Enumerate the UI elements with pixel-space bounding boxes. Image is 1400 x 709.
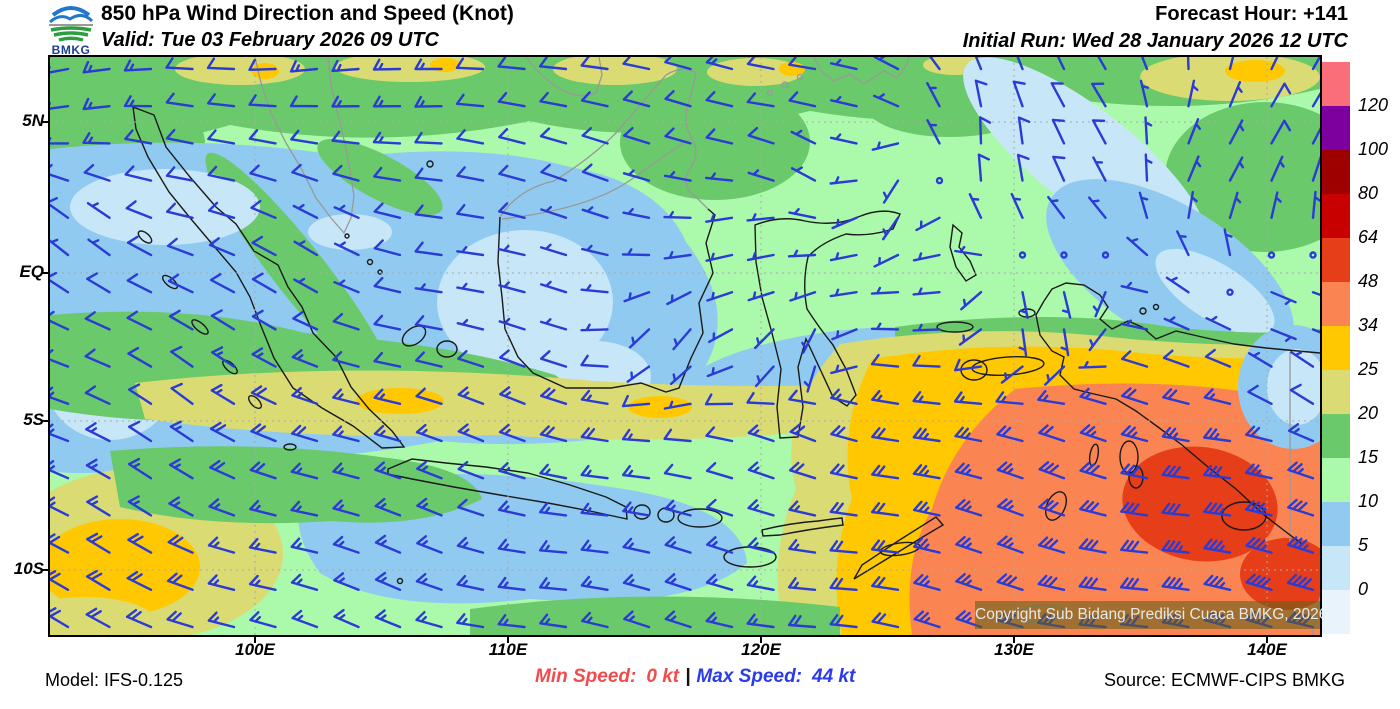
initial-run: Initial Run: Wed 28 January 2026 12 UTC [962,30,1348,52]
colorbar-segment [1322,106,1350,150]
min-max-separator: | [685,666,691,687]
colorbar-segment [1322,546,1350,590]
colorbar-segment [1322,238,1350,282]
lon-tick-label: 130E [994,640,1034,659]
colorbar-label: 15 [1358,447,1379,467]
source-label: Source: ECMWF-CIPS BMKG [1103,670,1345,690]
colorbar-segment [1322,458,1350,502]
min-speed-label: Min Speed: [535,666,637,687]
colorbar-label: 5 [1358,535,1369,555]
valid-time: Valid: Tue 03 February 2026 09 UTC [101,29,439,51]
colorbar-label: 48 [1358,271,1379,291]
lon-tick-mark [1266,635,1268,643]
page-title: 850 hPa Wind Direction and Speed (Knot) [101,2,514,25]
lon-tick-mark [760,635,762,643]
lat-tick-label: 5S [23,410,44,429]
colorbar-segment [1322,370,1350,414]
colorbar-label: 120 [1358,95,1389,115]
lat-tick-label: 5N [22,111,44,130]
lon-tick-label: 140E [1247,640,1287,659]
bmkg-logo-icon [48,6,94,42]
colorbar-segment [1322,502,1350,546]
lon-tick-label: 100E [235,640,275,659]
lon-tick-mark [1013,635,1015,643]
forecast-hour: Forecast Hour: +141 [1155,3,1348,25]
lat-tick-mark [42,569,50,571]
colorbar-label: 34 [1358,315,1379,335]
colorbar-label: 80 [1358,183,1379,203]
bmkg-logo-text: BMKG [51,43,91,57]
colorbar-segment [1322,326,1350,370]
colorbar-segment [1322,282,1350,326]
lat-tick-mark [42,272,50,274]
lon-tick-label: 110E [488,640,528,659]
colorbar-segment [1322,150,1350,194]
colorbar [1322,62,1350,634]
lat-tick-label: 10S [13,559,44,578]
lat-tick-mark [42,420,50,422]
copyright-overlay: Copyright Sub Bidang Prediksi Cuaca BMKG… [975,601,1327,629]
colorbar-label: 64 [1358,227,1379,247]
colorbar-label: 25 [1358,359,1379,379]
colorbar-label: 100 [1358,139,1389,159]
colorbar-label: 0 [1358,579,1369,599]
colorbar-label: 20 [1358,403,1379,423]
lat-tick-label: EQ [19,262,44,281]
lat-tick-mark [42,121,50,123]
min-max-speed: Min Speed: 0 kt | Max Speed: 44 kt [535,666,855,688]
colorbar-segment [1322,414,1350,458]
max-speed-value: 44 kt [812,666,856,687]
max-speed-label: Max Speed: [696,666,803,687]
lon-tick-label: 120E [741,640,781,659]
colorbar-segment [1322,590,1350,634]
model-label: Model: IFS-0.125 [45,670,184,690]
wind-barbs [50,57,1320,629]
wind-map-canvas: Copyright Sub Bidang Prediksi Cuaca BMKG… [48,55,1327,637]
colorbar-segment [1322,194,1350,238]
lon-tick-mark [507,635,509,643]
wind-speed-shading [50,57,1320,635]
colorbar-segment [1322,62,1350,106]
bmkg-logo: BMKG [44,1,98,57]
lon-tick-mark [254,635,256,643]
min-speed-value: 0 kt [646,666,680,687]
colorbar-label: 10 [1358,491,1379,511]
